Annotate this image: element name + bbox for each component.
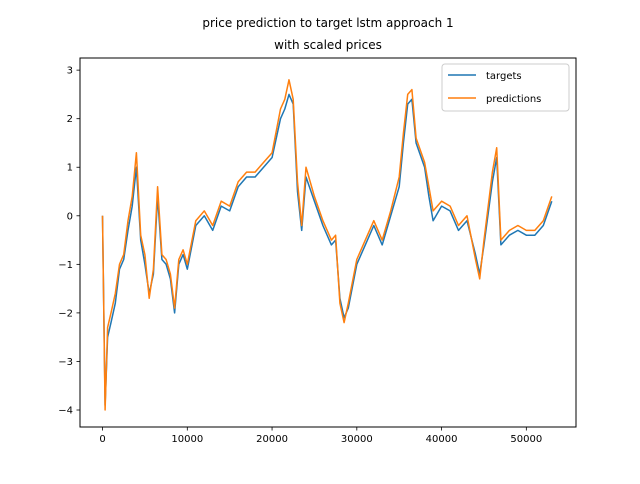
legend: targets predictions xyxy=(441,63,570,112)
x-tick-label: 40000 xyxy=(426,434,458,445)
y-tick-label: −1 xyxy=(58,260,73,271)
x-tick-label: 10000 xyxy=(171,434,203,445)
y-tick-label: 1 xyxy=(67,163,73,174)
x-tick-label: 0 xyxy=(99,434,105,445)
y-axis: −4 −3 −2 −1 0 1 2 3 xyxy=(58,66,80,417)
y-tick-label: −2 xyxy=(58,308,73,319)
x-axis: 0 10000 20000 30000 40000 50000 xyxy=(99,427,542,445)
series-line-predictions xyxy=(101,79,553,411)
chart-title-line-2: with scaled prices xyxy=(274,38,382,52)
legend-label-predictions: predictions xyxy=(486,94,541,105)
y-tick-label: −4 xyxy=(58,406,73,417)
chart-title-line-1: price prediction to target lstm approach… xyxy=(202,16,453,30)
x-tick-label: 20000 xyxy=(256,434,288,445)
y-tick-label: 0 xyxy=(67,211,73,222)
y-tick-label: 3 xyxy=(67,66,73,77)
series-layer xyxy=(101,79,553,411)
plot-frame xyxy=(79,57,577,428)
y-tick-label: 2 xyxy=(67,114,73,125)
y-tick-label: −3 xyxy=(58,357,73,368)
x-tick-label: 50000 xyxy=(510,434,542,445)
x-tick-label: 30000 xyxy=(341,434,373,445)
legend-label-targets: targets xyxy=(486,71,522,82)
